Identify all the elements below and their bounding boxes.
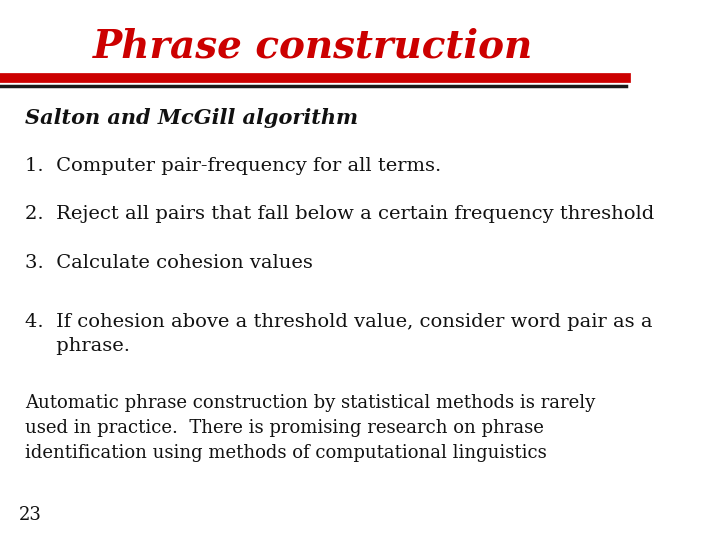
Text: 3.  Calculate cohesion values: 3. Calculate cohesion values xyxy=(25,254,313,272)
Text: Phrase construction: Phrase construction xyxy=(93,27,534,65)
Text: 2.  Reject all pairs that fall below a certain frequency threshold: 2. Reject all pairs that fall below a ce… xyxy=(25,205,654,223)
Text: 4.  If cohesion above a threshold value, consider word pair as a
     phrase.: 4. If cohesion above a threshold value, … xyxy=(25,313,652,355)
Text: Automatic phrase construction by statistical methods is rarely
used in practice.: Automatic phrase construction by statist… xyxy=(25,394,595,462)
Text: Salton and McGill algorithm: Salton and McGill algorithm xyxy=(25,108,358,128)
Text: 1.  Computer pair-frequency for all terms.: 1. Computer pair-frequency for all terms… xyxy=(25,157,441,174)
Text: 23: 23 xyxy=(19,506,42,524)
